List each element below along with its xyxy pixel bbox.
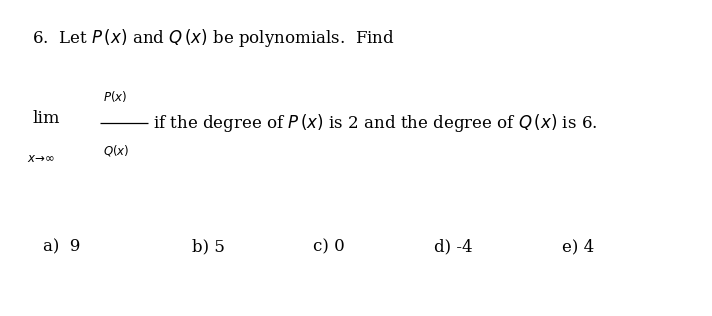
Text: $P(x)$: $P(x)$: [103, 89, 127, 104]
Text: a)  9: a) 9: [43, 238, 80, 255]
Text: $Q(x)$: $Q(x)$: [103, 143, 130, 158]
Text: d) -4: d) -4: [434, 238, 473, 255]
Text: if the degree of $P\,(x)$ is 2 and the degree of $Q\,(x)$ is 6.: if the degree of $P\,(x)$ is 2 and the d…: [153, 112, 597, 134]
Text: b) 5: b) 5: [192, 238, 225, 255]
Text: 6.  Let $P\,(x)$ and $Q\,(x)$ be polynomials.  Find: 6. Let $P\,(x)$ and $Q\,(x)$ be polynomi…: [32, 27, 395, 49]
Text: c) 0: c) 0: [313, 238, 345, 255]
Text: $x\!\rightarrow\!\infty$: $x\!\rightarrow\!\infty$: [27, 151, 56, 165]
Text: lim: lim: [32, 110, 60, 127]
Text: e) 4: e) 4: [562, 238, 595, 255]
